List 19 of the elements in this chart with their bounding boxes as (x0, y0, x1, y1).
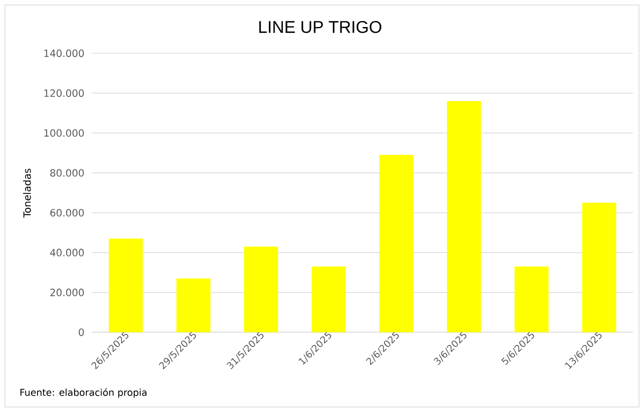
y-tick-label: 80.000 (50, 169, 84, 177)
bar (312, 266, 346, 332)
bar (108, 238, 143, 332)
bar (379, 154, 414, 332)
bar (244, 246, 278, 332)
y-tick-label: 100.000 (44, 129, 84, 137)
y-tick-label: 40.000 (50, 248, 84, 256)
chart-title: LINE UP TRIGO (259, 20, 382, 33)
bar (176, 278, 210, 332)
source-note: Fuente: elaboración propia (20, 388, 146, 398)
y-tick-label: 60.000 (50, 208, 84, 216)
y-tick-label: 120.000 (44, 89, 84, 97)
y-tick-label: 0 (78, 328, 84, 336)
bar (582, 202, 616, 332)
y-tick-label: 20.000 (50, 288, 84, 296)
bar (446, 101, 481, 332)
bar (514, 266, 549, 332)
y-tick-label: 140.000 (44, 50, 84, 58)
y-axis-title: Toneladas (23, 168, 31, 218)
